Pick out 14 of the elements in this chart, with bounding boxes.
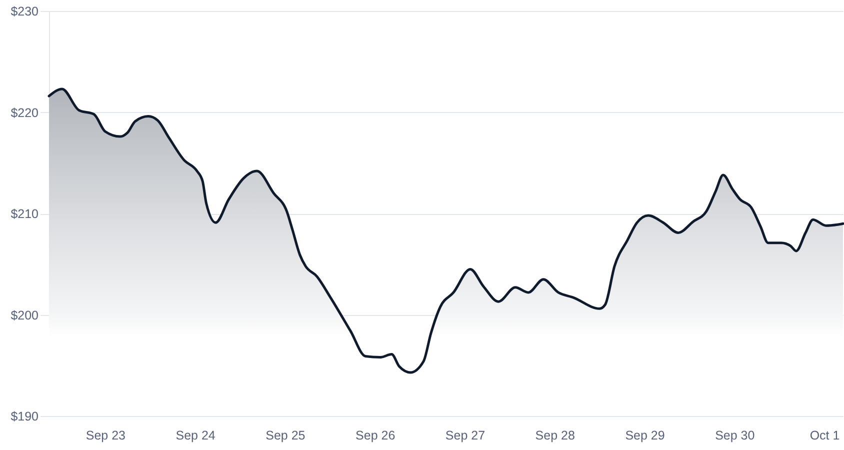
x-tick-label: Sep 25 <box>266 428 306 442</box>
y-tick-label: $230 <box>10 4 39 18</box>
x-tick-label: Sep 27 <box>445 428 486 442</box>
x-tick-label: Sep 29 <box>625 428 665 442</box>
y-tick-label: $210 <box>10 207 39 221</box>
x-tick-label: Sep 26 <box>356 428 396 442</box>
x-tick-label: Sep 28 <box>535 428 575 442</box>
y-tick-label: $190 <box>10 410 39 424</box>
x-tick-label: Oct 1 <box>810 428 840 442</box>
x-tick-label: Sep 24 <box>176 428 216 442</box>
y-tick-label: $200 <box>10 308 39 322</box>
x-tick-label: Sep 23 <box>86 428 126 442</box>
x-tick-label: Sep 30 <box>715 428 755 442</box>
y-tick-label: $220 <box>10 106 39 120</box>
